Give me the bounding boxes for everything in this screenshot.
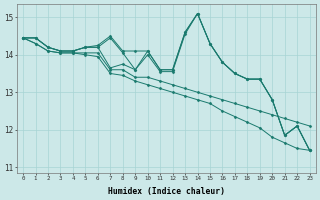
X-axis label: Humidex (Indice chaleur): Humidex (Indice chaleur) xyxy=(108,187,225,196)
